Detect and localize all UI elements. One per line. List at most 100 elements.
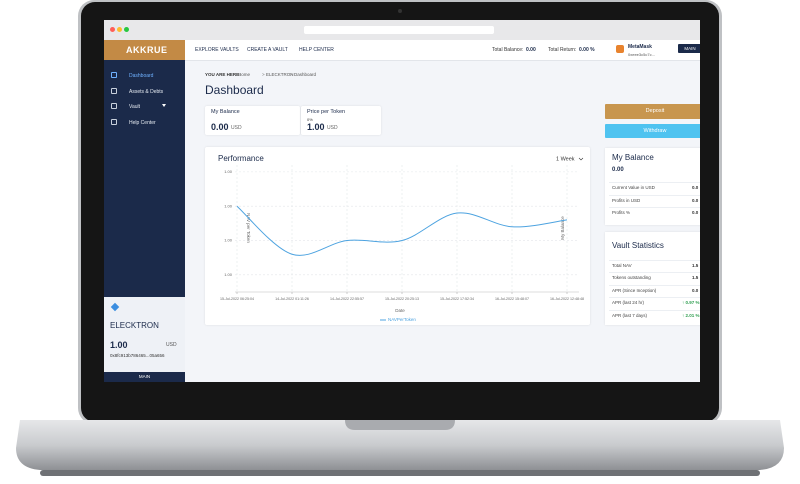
withdraw-button[interactable]: Withdraw xyxy=(605,124,700,138)
card-title: My Balance xyxy=(211,109,240,115)
x-tick-label: 16-Jul-2022 12:48:48 xyxy=(550,297,584,301)
page-title: Dashboard xyxy=(205,83,264,97)
panel-title: Vault Statistics xyxy=(612,241,664,250)
total-return-value: 0.00 % xyxy=(579,47,595,53)
x-tick-label: 14-Jul-2022 01:11:26 xyxy=(275,297,309,301)
laptop-base xyxy=(16,420,784,470)
row-label: APR (Since Inception) xyxy=(612,287,657,293)
row-label: Profits % xyxy=(612,210,631,215)
sidebar-item[interactable]: Assets & Debts xyxy=(129,89,164,95)
x-tick-label: 16-Jul-2022 15:48:07 xyxy=(495,297,529,301)
card-unit: USD xyxy=(327,125,338,131)
breadcrumb-item[interactable]: ELECKTRON xyxy=(266,72,294,77)
chart-title: Performance xyxy=(218,154,264,163)
sidebar-item[interactable]: Vault xyxy=(129,104,141,110)
row-divider xyxy=(609,272,700,274)
summary-card xyxy=(205,106,300,135)
sidebar-icon xyxy=(111,72,117,78)
row-label: APR (last 24 hr) xyxy=(612,300,645,306)
y-tick-label: 1.00 xyxy=(224,203,233,208)
y2-axis-label: My Balance xyxy=(560,216,565,240)
legend-label: NAVPerToken xyxy=(388,317,416,322)
performance-chart: Performance 1 Week 1.00 1.00 1.00 1.00 15-Jul-… xyxy=(218,154,584,322)
token-name: ELECKTRON xyxy=(110,321,159,330)
vault-caret xyxy=(162,104,166,107)
x-tick-label: 15-Jul-2022 20:25:13 xyxy=(385,297,419,301)
y-tick-label: 1.00 xyxy=(224,169,233,174)
sidebar-item[interactable]: Dashboard xyxy=(129,73,154,79)
row-divider xyxy=(609,297,700,299)
x-tick-label: 15-Jul-2022 06:25:04 xyxy=(220,297,254,301)
breadcrumb-sep: > xyxy=(262,72,265,77)
deposit-button[interactable]: Deposit xyxy=(605,104,700,119)
y-axis-label: NAV per Token xyxy=(246,213,251,243)
logo: AKKRUE xyxy=(126,45,168,55)
x-axis-label: Date xyxy=(395,308,405,313)
token-address: 0x8fc913b786465...05a656 xyxy=(110,353,165,358)
sidebar-footer: MAIN xyxy=(104,372,185,382)
breadcrumb-label: YOU ARE HERE: xyxy=(205,72,241,77)
nav-link[interactable]: HELP CENTER xyxy=(299,47,334,53)
total-balance-label: Total Balance: xyxy=(492,47,524,53)
chart-card xyxy=(205,147,590,325)
row-value: 1.5 xyxy=(692,263,699,268)
stats-panel xyxy=(605,232,700,325)
row-label: Total NAV xyxy=(612,263,632,268)
row-divider xyxy=(609,309,700,311)
card-change: 0% xyxy=(307,117,313,122)
row-value: 0.0 xyxy=(692,210,699,215)
breadcrumb-sep: > xyxy=(290,72,293,77)
card-title: Price per Token xyxy=(307,109,346,115)
row-divider xyxy=(609,194,700,196)
row-value: 1.5 xyxy=(692,275,699,281)
row-label: Tokens outstanding xyxy=(612,275,651,281)
token-unit: USD xyxy=(166,342,177,348)
row-label: Current Value in USD xyxy=(612,185,655,190)
x-tick-label: 15-Jul-2022 17:52:34 xyxy=(440,297,474,301)
row-value: 0.0 xyxy=(692,185,699,190)
camera xyxy=(398,9,402,13)
card-value: 1.00 xyxy=(307,122,325,132)
wallet-name: MetaMask xyxy=(628,44,652,50)
breadcrumb-item[interactable]: Dashboard xyxy=(294,72,317,77)
row-value: ↑ 0.97 % xyxy=(682,300,700,306)
row-value: 0.0 xyxy=(692,197,699,203)
row-divider xyxy=(609,284,700,286)
row-label: Profits in USD xyxy=(612,197,641,203)
wallet-icon xyxy=(616,45,624,53)
x-tick-label: 14-Jul-2022 22:55:57 xyxy=(330,297,364,301)
row-value: 0.0 xyxy=(692,287,699,293)
row-label: APR (last 7 days) xyxy=(612,312,648,318)
logo-box xyxy=(104,40,185,60)
balance-panel xyxy=(605,148,700,225)
base-shadow xyxy=(40,470,760,476)
panel-title: My Balance xyxy=(612,153,654,162)
window-dot xyxy=(110,27,115,32)
nav-link[interactable]: CREATE A VAULT xyxy=(247,47,288,53)
card-value: 0.00 xyxy=(211,122,229,132)
row-divider xyxy=(609,260,700,261)
token-card xyxy=(104,297,185,372)
nav-link[interactable]: EXPLORE VAULTS xyxy=(195,47,239,53)
sidebar-icon xyxy=(111,119,117,125)
range-caret xyxy=(578,157,584,161)
card-unit: USD xyxy=(231,125,242,131)
screen: AKKRUE EXPLORE VAULTS CREATE A VAULT HELP C… xyxy=(104,20,700,382)
top-nav xyxy=(104,40,700,61)
token-price: 1.00 xyxy=(110,340,128,350)
row-divider xyxy=(609,182,700,183)
line-series xyxy=(236,205,568,256)
breadcrumb-item[interactable]: Home xyxy=(238,72,251,77)
y-tick-label: 1.00 xyxy=(224,238,233,243)
panel-value: 0.00 xyxy=(612,167,624,173)
range-select: 1 Week xyxy=(556,156,575,162)
row-divider xyxy=(609,207,700,208)
total-return-label: Total Return: xyxy=(548,47,577,53)
y-tick-label: 1.00 xyxy=(224,272,233,277)
network-button[interactable]: MAIN xyxy=(678,44,700,53)
sidebar-icon xyxy=(111,103,117,109)
window-dot xyxy=(124,27,129,32)
sidebar-item[interactable]: Help Center xyxy=(129,120,156,126)
wallet-address: 0xeee3c5c7c... xyxy=(628,52,655,57)
